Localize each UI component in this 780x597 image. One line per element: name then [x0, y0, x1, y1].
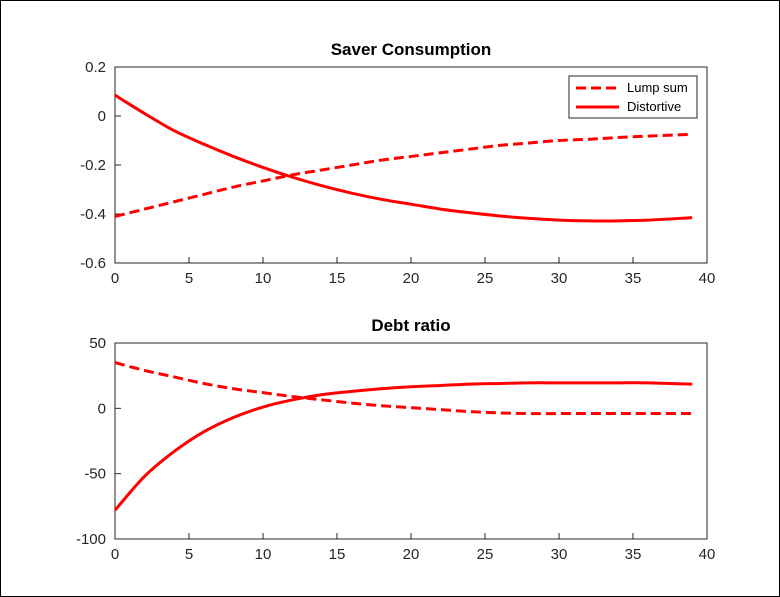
x-tick-label: 0	[111, 546, 119, 563]
axis-ticks: 0 5 10 15 20 25 30 35 40 0.2 0 -0.2 -0.4 -0.6	[80, 59, 715, 287]
y-tick-label: -0.2	[80, 157, 106, 174]
x-tick-label: 40	[699, 546, 716, 563]
x-tick-label: 35	[625, 270, 642, 287]
x-tick-label: 40	[699, 270, 716, 287]
x-tick-label: 25	[477, 546, 494, 563]
x-tick-label: 10	[255, 546, 272, 563]
x-tick-label: 5	[185, 270, 193, 287]
series-line-solid	[113, 381, 693, 512]
x-tick-label: 20	[403, 546, 420, 563]
chart-title: Saver Consumption	[331, 40, 492, 59]
x-tick-label: 0	[111, 270, 119, 287]
y-tick-label: -100	[76, 531, 106, 548]
x-tick-label: 5	[185, 546, 193, 563]
x-tick-label: 30	[551, 546, 568, 563]
axes-box	[114, 342, 708, 540]
series-line-lump-sum	[114, 132, 693, 218]
debt-ratio-panel: Debt ratio 0 5 10 15 20 25 30 35 40 50 0 -50 -100	[76, 316, 715, 563]
legend-label-distortive: Distortive	[627, 99, 681, 114]
y-tick-label: 0.2	[85, 59, 106, 76]
x-tick-label: 10	[255, 270, 272, 287]
y-tick-label: 50	[89, 335, 106, 352]
axis-ticks: 0 5 10 15 20 25 30 35 40 50 0 -50 -100	[76, 335, 715, 563]
x-tick-label: 20	[403, 270, 420, 287]
saver-consumption-panel: Saver Consumption 0 5 10 15 20 25 30 35 40 0.2 0 -0…	[80, 40, 715, 287]
y-tick-label: 0	[98, 108, 106, 125]
x-tick-label: 25	[477, 270, 494, 287]
chart-title: Debt ratio	[371, 316, 450, 335]
y-tick-label: 0	[98, 400, 106, 417]
x-tick-label: 15	[329, 270, 346, 287]
series-group	[114, 93, 693, 223]
series-line-dashed	[114, 361, 693, 416]
y-tick-label: -0.6	[80, 255, 106, 272]
y-tick-label: -50	[84, 466, 106, 483]
x-tick-label: 35	[625, 546, 642, 563]
x-tick-label: 15	[329, 546, 346, 563]
series-group	[113, 361, 693, 512]
x-tick-label: 30	[551, 270, 568, 287]
series-line-distortive	[114, 93, 693, 223]
legend-box	[568, 75, 698, 119]
y-tick-label: -0.4	[80, 206, 106, 223]
legend-label-lump-sum: Lump sum	[627, 80, 688, 95]
legend: Lump sum Distortive	[568, 75, 698, 119]
